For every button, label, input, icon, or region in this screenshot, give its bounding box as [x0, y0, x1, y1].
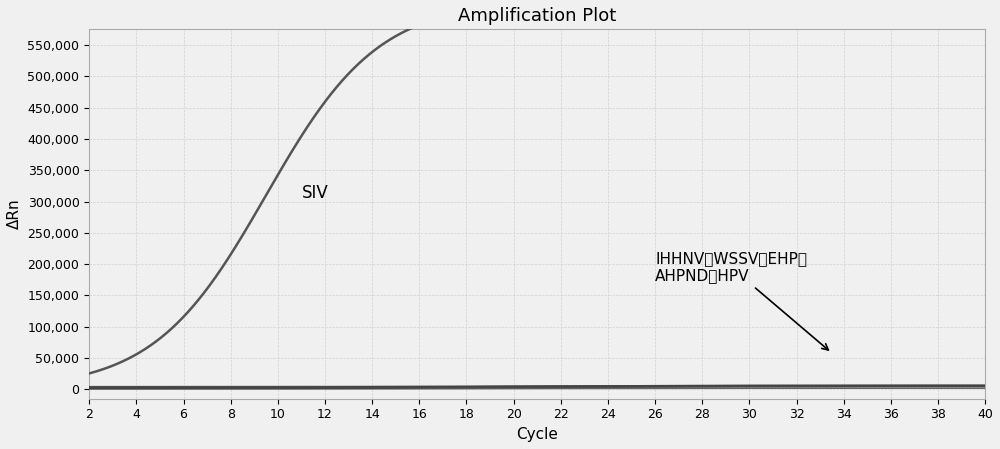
- Title: Amplification Plot: Amplification Plot: [458, 7, 616, 25]
- Y-axis label: ΔRn: ΔRn: [7, 199, 22, 229]
- Text: SIV: SIV: [301, 185, 328, 202]
- Text: IHHNV、WSSV、EHP、
AHPND、HPV: IHHNV、WSSV、EHP、 AHPND、HPV: [655, 251, 828, 350]
- X-axis label: Cycle: Cycle: [516, 427, 558, 442]
